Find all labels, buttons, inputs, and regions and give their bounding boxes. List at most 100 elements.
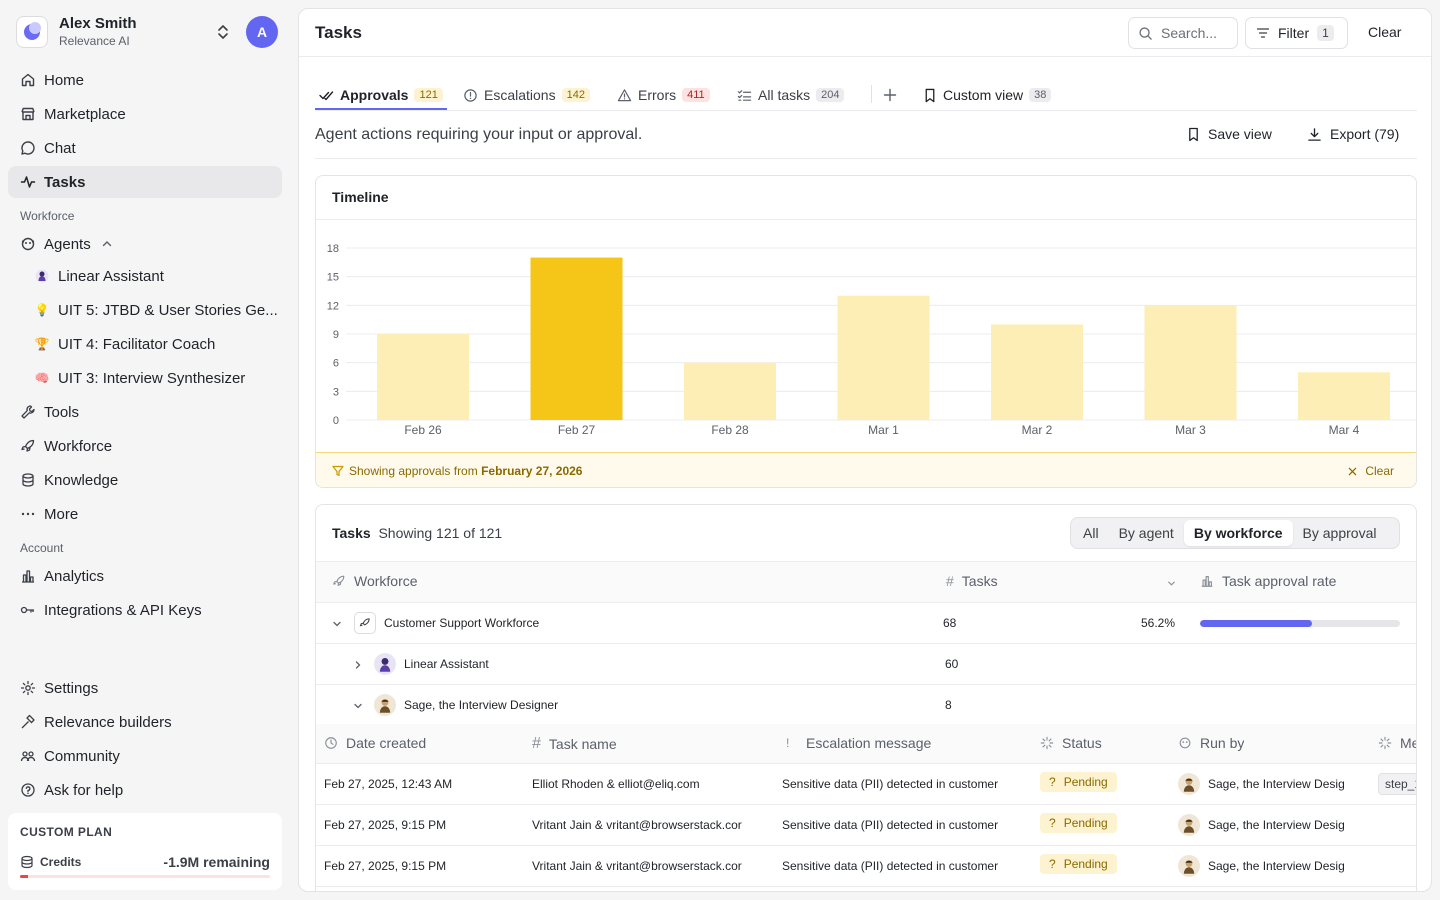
chart-bar-mar-2[interactable] [991, 324, 1083, 420]
nav-chat[interactable]: Chat [8, 132, 282, 164]
column-status[interactable]: Status [1040, 735, 1102, 751]
view-description: Agent actions requiring your input or ap… [315, 126, 643, 143]
chevron-up-icon[interactable] [99, 236, 115, 252]
nav-ask-help-label: Ask for help [44, 781, 124, 799]
export-button[interactable]: Export (79) [1307, 126, 1399, 142]
chevron-down-icon[interactable] [332, 619, 342, 629]
segment-by-workforce[interactable]: By workforce [1183, 520, 1293, 546]
agent-name: Sage, the Interview Designer [404, 698, 559, 712]
date-filter-date: February 27, 2026 [481, 464, 583, 478]
nav-settings[interactable]: Settings [8, 672, 282, 704]
nav-more[interactable]: More [8, 498, 282, 530]
column-more[interactable]: Me [1378, 735, 1416, 751]
plan-card[interactable]: CUSTOM PLAN Credits -1.9M remaining [8, 813, 282, 890]
segment-by-agent[interactable]: By agent [1118, 525, 1174, 541]
chevron-right-icon[interactable] [353, 660, 363, 670]
chevron-down-icon[interactable] [1167, 579, 1176, 588]
brain-emoji-icon: 🧠 [34, 371, 50, 385]
nav-integrations[interactable]: Integrations & API Keys [8, 594, 282, 626]
rocket-icon [333, 575, 345, 586]
activity-icon [20, 174, 36, 190]
status-label: Pending [1063, 857, 1108, 871]
column-escalation-message[interactable]: ! Escalation message [786, 735, 931, 751]
active-tab-indicator [315, 108, 447, 110]
column-label: Task approval rate [1222, 573, 1337, 589]
tasks-count: 68 [943, 616, 957, 630]
nav-agent-linear-assistant[interactable]: Linear Assistant [8, 260, 282, 292]
user-avatar[interactable]: A [246, 16, 278, 48]
chart-bar-feb-28[interactable] [684, 362, 776, 420]
nav-workforce[interactable]: Workforce [8, 430, 282, 462]
column-date-created[interactable]: Date created [324, 735, 426, 751]
nav-home[interactable]: Home [8, 64, 282, 96]
column-run-by[interactable]: Run by [1178, 735, 1244, 751]
chart-x-tick-label: Feb 26 [404, 423, 442, 437]
agent-item-label: UIT 5: JTBD & User Stories Ge... [58, 301, 278, 319]
tab-errors[interactable]: Errors 411 [617, 81, 710, 109]
bar-chart-icon [1201, 576, 1213, 587]
table-row[interactable]: Feb 27, 2025, 12:43 AM Elliot Rhoden & e… [316, 764, 1416, 805]
nav-knowledge[interactable]: Knowledge [8, 464, 282, 496]
nav-tasks-label: Tasks [44, 173, 86, 191]
segment-by-approval[interactable]: By approval [1302, 525, 1377, 541]
table-row[interactable]: Feb 27, 2025, 9:15 PM Vritant Jain & vri… [316, 846, 1416, 887]
chart-bar-feb-27[interactable] [530, 257, 623, 420]
chart-bar-mar-4[interactable] [1298, 372, 1390, 420]
nav-relevance-builders[interactable]: Relevance builders [8, 706, 282, 738]
column-approval-rate[interactable]: Task approval rate [1200, 573, 1336, 589]
tasks-card-count: Showing 121 of 121 [378, 525, 503, 541]
agent-row[interactable]: Linear Assistant 60 [316, 644, 1416, 685]
tab-custom-view[interactable]: Custom view 38 [923, 81, 1052, 109]
clear-filters-button[interactable]: Clear [1368, 24, 1402, 40]
column-workforce[interactable]: Workforce [332, 573, 418, 589]
question-icon: ? [1049, 857, 1056, 871]
filter-label: Filter [1278, 25, 1310, 41]
nav-analytics[interactable]: Analytics [8, 560, 282, 592]
nav-agent-uit3[interactable]: 🧠 UIT 3: Interview Synthesizer [8, 362, 282, 394]
nav-tools[interactable]: Tools [8, 396, 282, 428]
nav-tasks[interactable]: Tasks [8, 166, 282, 198]
nav-agents[interactable]: Agents [8, 228, 282, 260]
workforce-row[interactable]: Customer Support Workforce 68 56.2% [316, 603, 1416, 644]
table-row[interactable]: Feb 27, 2025, 9:15 PM Vritant Jain & vri… [316, 805, 1416, 846]
chart-bar-feb-26[interactable] [377, 334, 469, 420]
divider [315, 158, 1417, 159]
nav-settings-label: Settings [44, 679, 99, 697]
gear-icon [20, 680, 36, 696]
agent-item-label: Linear Assistant [58, 267, 164, 285]
column-tasks[interactable]: # Tasks [946, 573, 998, 589]
chart-bar-mar-1[interactable] [837, 295, 930, 420]
tab-all-tasks[interactable]: All tasks 204 [737, 81, 845, 109]
add-view-button[interactable] [883, 81, 897, 109]
nav-agent-uit5[interactable]: 💡 UIT 5: JTBD & User Stories Ge... [8, 294, 282, 326]
tab-approvals[interactable]: Approvals 121 [319, 81, 443, 109]
nav-ask-help[interactable]: Ask for help [8, 774, 282, 806]
save-view-button[interactable]: Save view [1187, 126, 1272, 142]
cell-escalation: Sensitive data (PII) detected in custome… [782, 777, 999, 791]
date-filter-prefix: Showing approvals from [349, 464, 478, 478]
view-tabs: Approvals 121 Escalations 142 Errors 411… [315, 73, 1417, 111]
nav-agents-label: Agents [44, 235, 91, 253]
clear-date-filter-button[interactable]: Clear [1348, 464, 1394, 478]
chart-y-tick-label: 0 [333, 415, 339, 427]
chart-x-tick-label: Feb 27 [558, 423, 596, 437]
tab-escalations[interactable]: Escalations 142 [463, 81, 590, 109]
agent-item-label: UIT 4: Facilitator Coach [58, 335, 216, 353]
chart-bar-mar-3[interactable] [1144, 305, 1237, 420]
agent-row[interactable]: Sage, the Interview Designer 8 [316, 685, 1416, 726]
cell-run-by: Sage, the Interview Desig [1178, 855, 1358, 877]
search-input[interactable]: Search... [1128, 17, 1238, 49]
chevron-up-down-icon[interactable] [216, 23, 230, 41]
nav-marketplace[interactable]: Marketplace [8, 98, 282, 130]
nav-community[interactable]: Community [8, 740, 282, 772]
nav-agent-uit4[interactable]: 🏆 UIT 4: Facilitator Coach [8, 328, 282, 360]
filter-button[interactable]: Filter 1 [1245, 17, 1348, 49]
workforce-table-header: Workforce # Tasks Task approval rate [316, 561, 1416, 603]
chevron-down-icon[interactable] [353, 701, 363, 711]
chart-y-tick-label: 3 [333, 386, 339, 398]
segment-all[interactable]: All [1083, 525, 1099, 541]
profile-switcher[interactable]: Alex Smith Relevance AI A [16, 14, 282, 50]
credits-value: -1.9M remaining [163, 854, 270, 870]
column-task-name[interactable]: # Task name [532, 735, 617, 753]
timeline-title: Timeline [332, 189, 389, 205]
